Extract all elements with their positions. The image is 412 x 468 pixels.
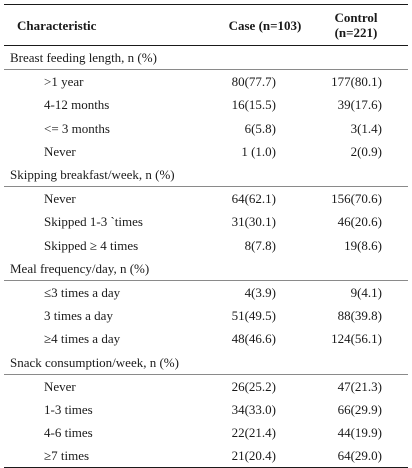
case-value: 8(7.8): [244, 237, 276, 253]
table-row: Never 26(25.2) 47(21.3): [4, 374, 408, 398]
data-table-container: Characteristic Case (n=103) Control (n=2…: [4, 4, 408, 468]
control-value: 64(29.0): [306, 444, 408, 468]
row-label: Never: [44, 191, 76, 207]
case-value: 4(3.9): [244, 284, 276, 300]
control-value: 3(1.4): [350, 120, 382, 136]
case-value: 16(15.5): [231, 97, 276, 113]
control-value: 88(39.8): [337, 308, 382, 324]
header-control: Control (n=221): [306, 5, 408, 46]
table-row: 3 times a day 51(49.5) 88(39.8): [4, 304, 408, 327]
header-control-line1: Control: [334, 10, 378, 25]
row-label: 3 times a day: [44, 308, 113, 324]
control-value: 124(56.1): [331, 331, 382, 347]
case-value: 48(46.6): [231, 331, 276, 347]
control-value: 46(20.6): [337, 214, 382, 230]
section-row: Skipping breakfast/week, n (%): [4, 162, 408, 188]
row-label: Never: [44, 378, 76, 394]
table-row: >1 year 80(77.7) 177(80.1): [4, 70, 408, 94]
control-value: 2(0.9): [350, 143, 382, 159]
table-body: Breast feeding length, n (%) >1 year 80(…: [4, 45, 408, 468]
table-row: 4-12 months 16(15.5) 39(17.6): [4, 93, 408, 116]
row-label: ≥7 times: [4, 444, 194, 468]
case-value: 34(33.0): [231, 401, 276, 417]
table-row: Never 1 (1.0) 2(0.9): [4, 140, 408, 163]
section-row: Breast feeding length, n (%): [4, 45, 408, 71]
row-label: Skipped 1-3 `times: [44, 214, 143, 230]
row-label: 4-12 months: [44, 97, 110, 113]
table-row: 4-6 times 22(21.4) 44(19.9): [4, 421, 408, 444]
row-label: Never: [44, 143, 76, 159]
table-row: Never 64(62.1) 156(70.6): [4, 187, 408, 211]
section-row: Snack consumption/week, n (%): [4, 350, 408, 375]
case-value: 21(20.4): [194, 444, 306, 468]
section-title: Meal frequency/day, n (%): [4, 256, 408, 281]
characteristics-table: Characteristic Case (n=103) Control (n=2…: [4, 4, 408, 468]
case-value: 64(62.1): [231, 191, 276, 207]
control-value: 177(80.1): [331, 74, 382, 90]
case-value: 31(30.1): [231, 214, 276, 230]
header-row: Characteristic Case (n=103) Control (n=2…: [4, 4, 408, 46]
row-label: ≤3 times a day: [44, 284, 121, 300]
table-row: Skipped 1-3 `times 31(30.1) 46(20.6): [4, 210, 408, 233]
row-label: <= 3 months: [44, 120, 110, 136]
control-value: 19(8.6): [344, 237, 382, 253]
header-case: Case (n=103): [228, 17, 302, 33]
case-value: 22(21.4): [231, 425, 276, 441]
control-value: 9(4.1): [350, 284, 382, 300]
case-value: 1 (1.0): [241, 143, 276, 159]
case-value: 51(49.5): [231, 308, 276, 324]
control-value: 47(21.3): [337, 378, 382, 394]
section-title: Skipping breakfast/week, n (%): [4, 162, 408, 188]
table-row: ≤3 times a day 4(3.9) 9(4.1): [4, 280, 408, 304]
control-value: 156(70.6): [331, 191, 382, 207]
control-value: 39(17.6): [337, 97, 382, 113]
table-row: <= 3 months 6(5.8) 3(1.4): [4, 117, 408, 140]
control-value: 66(29.9): [337, 401, 382, 417]
section-title: Breast feeding length, n (%): [4, 45, 408, 71]
table-row: ≥4 times a day 48(46.6) 124(56.1): [4, 327, 408, 350]
section-title: Snack consumption/week, n (%): [4, 350, 408, 375]
row-label: 4-6 times: [44, 425, 93, 441]
row-label: Skipped ≥ 4 times: [44, 237, 139, 253]
header-characteristic: Characteristic: [17, 17, 97, 33]
case-value: 26(25.2): [231, 378, 276, 394]
case-value: 80(77.7): [231, 74, 276, 90]
case-value: 6(5.8): [244, 120, 276, 136]
table-row: ≥7 times 21(20.4) 64(29.0): [4, 444, 408, 468]
row-label: >1 year: [44, 74, 84, 90]
table-row: 1-3 times 34(33.0) 66(29.9): [4, 398, 408, 421]
header-control-line2: (n=221): [334, 25, 378, 40]
row-label: 1-3 times: [44, 401, 93, 417]
table-row: Skipped ≥ 4 times 8(7.8) 19(8.6): [4, 234, 408, 257]
table-header: Characteristic Case (n=103) Control (n=2…: [4, 4, 408, 46]
section-row: Meal frequency/day, n (%): [4, 256, 408, 281]
control-value: 44(19.9): [337, 425, 382, 441]
row-label: ≥4 times a day: [44, 331, 121, 347]
